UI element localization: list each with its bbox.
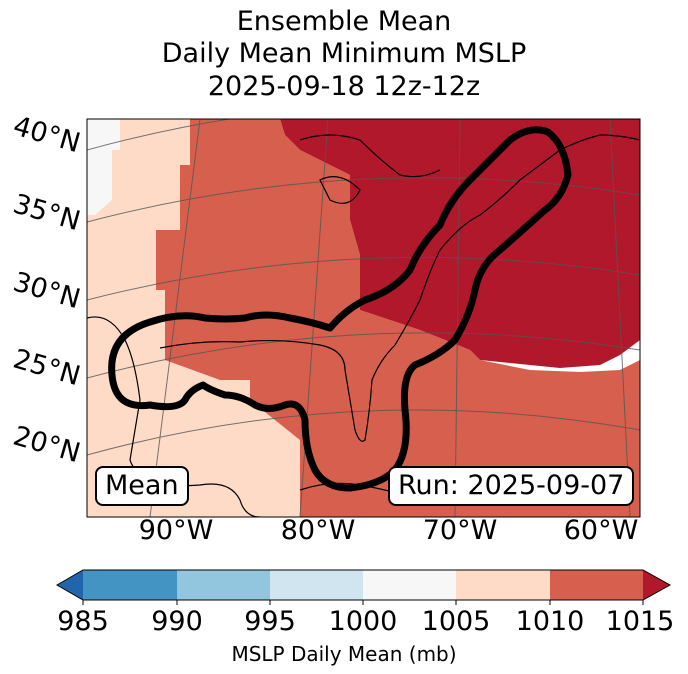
lon-label-60w: 60°W <box>563 515 639 546</box>
colorbar-above-arrow <box>643 570 670 600</box>
colorbar-995-1000 <box>270 570 363 600</box>
coastlines <box>87 134 640 517</box>
lon-label-70w: 70°W <box>422 515 498 546</box>
dark-red-region <box>280 119 640 368</box>
colorbar-985-990 <box>83 570 177 600</box>
colorbar-tick-990: 990 <box>151 606 203 637</box>
colorbar-1010-1015 <box>550 570 643 600</box>
colorbar-990-995 <box>177 570 270 600</box>
colorbar-label: MSLP Daily Mean (mb) <box>231 642 457 666</box>
colorbar-tick-1010: 1010 <box>515 606 585 637</box>
lon-label-80w: 80°W <box>280 515 356 546</box>
light-salmon-region <box>87 119 300 517</box>
medium-red-region <box>156 119 640 517</box>
colorbar-tick-1015: 1015 <box>605 606 675 637</box>
colorbar-1000-1005 <box>363 570 456 600</box>
title-line-1: Ensemble Mean <box>236 6 452 37</box>
run-date-box: Run: 2025-09-07 <box>388 466 635 506</box>
colorbar-tick-1000: 1000 <box>328 606 398 637</box>
contour-outline <box>108 126 572 492</box>
colorbar-tick-985: 985 <box>57 606 109 637</box>
lon-label-90w: 90°W <box>138 515 214 546</box>
mean-label-box: Mean <box>95 466 189 506</box>
colorbar-tick-1005: 1005 <box>421 606 491 637</box>
title-line-3: 2025-09-18 12z-12z <box>207 71 481 102</box>
title-line-2: Daily Mean Minimum MSLP <box>161 38 527 69</box>
colorbar-below-arrow <box>57 570 83 600</box>
colorbar-1005-1010 <box>456 570 550 600</box>
colorbar-tick-995: 995 <box>244 606 296 637</box>
